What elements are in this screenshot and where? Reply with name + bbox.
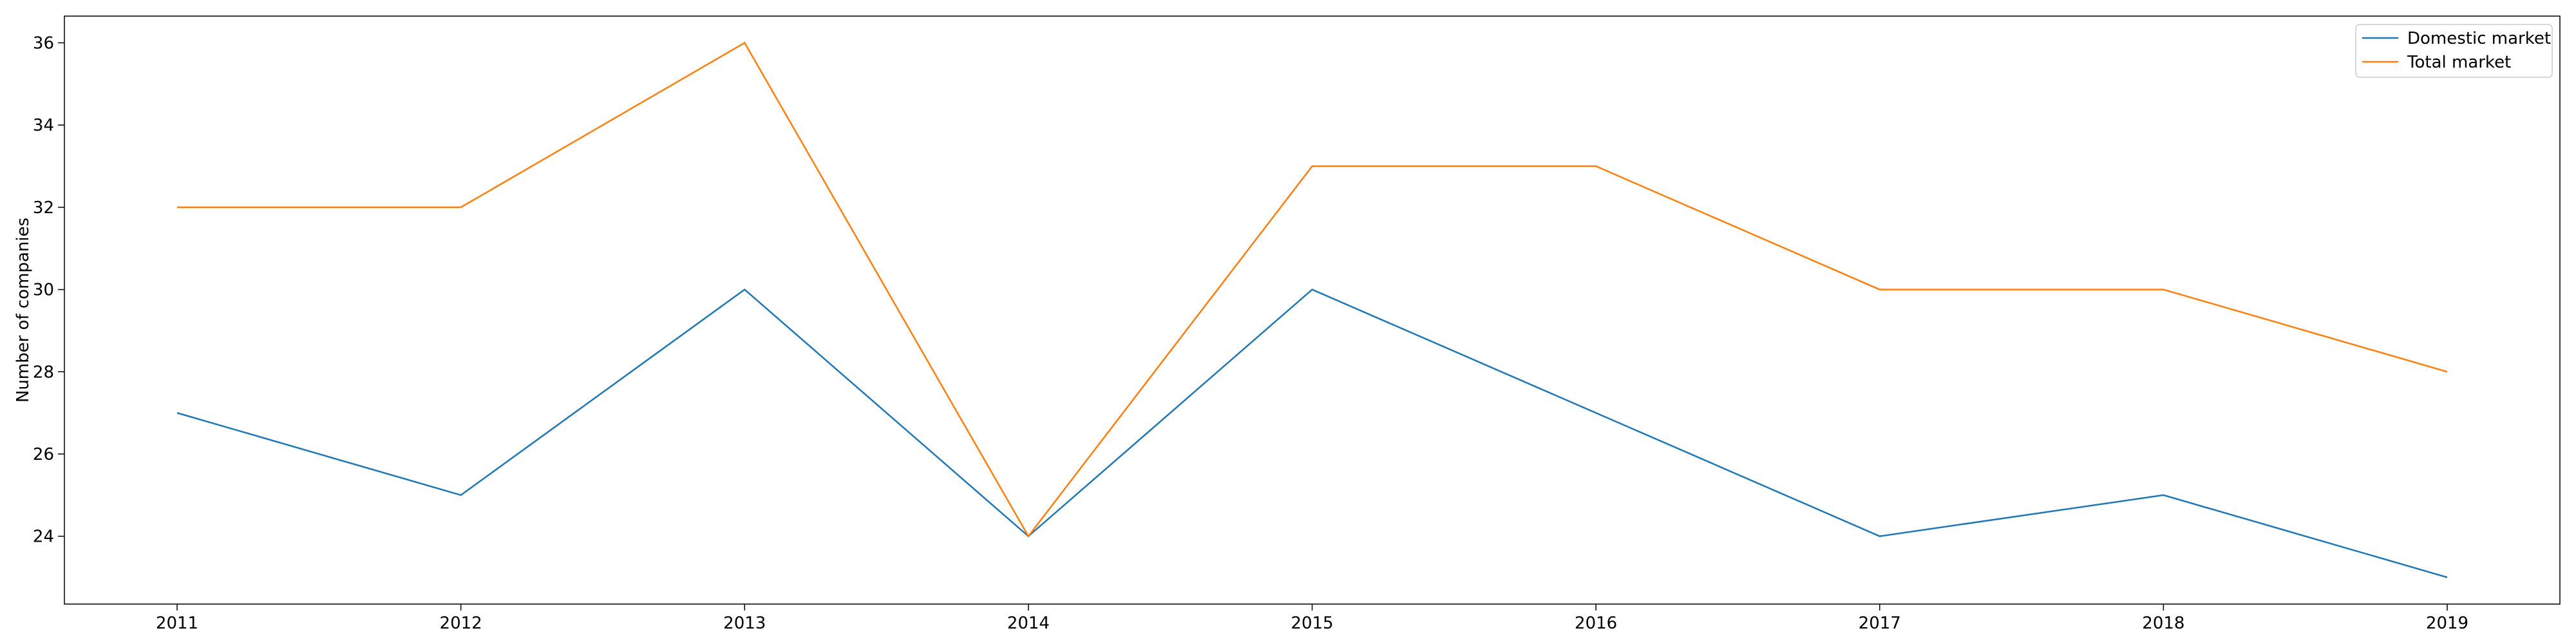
x-tick-label: 2019	[2426, 614, 2468, 633]
y-tick-label: 24	[33, 527, 54, 547]
series-layer	[176, 41, 2448, 578]
x-tick-label: 2011	[156, 614, 198, 633]
x-tick-label: 2017	[1859, 614, 1901, 633]
y-tick-label: 34	[33, 116, 54, 135]
plot-border	[64, 15, 2561, 605]
x-tick-label: 2018	[2142, 614, 2184, 633]
y-tick-label: 30	[33, 281, 54, 300]
y-axis: 24 26 28 30 32 34 36	[33, 34, 64, 547]
y-tick-label: 26	[33, 445, 54, 464]
x-tick-label: 2012	[440, 614, 482, 633]
x-tick-label: 2013	[723, 614, 766, 633]
y-tick-label: 32	[33, 198, 54, 218]
y-tick-label: 28	[33, 363, 54, 382]
x-axis: 2011 2012 2013 2014 2015 2016 2017 2018 2019	[156, 604, 2468, 633]
legend: Domestic market Total market	[2355, 24, 2553, 78]
legend-label-total-market: Total market	[2407, 53, 2511, 72]
x-tick-label: 2016	[1575, 614, 1617, 633]
y-axis-title: Number of companies	[14, 218, 33, 402]
plot-area	[64, 15, 2561, 605]
x-tick-label: 2014	[1007, 614, 1050, 633]
y-tick-label: 36	[33, 34, 54, 53]
legend-frame	[2355, 24, 2553, 78]
legend-label-domestic-market: Domestic market	[2407, 29, 2551, 48]
x-tick-label: 2015	[1291, 614, 1333, 633]
